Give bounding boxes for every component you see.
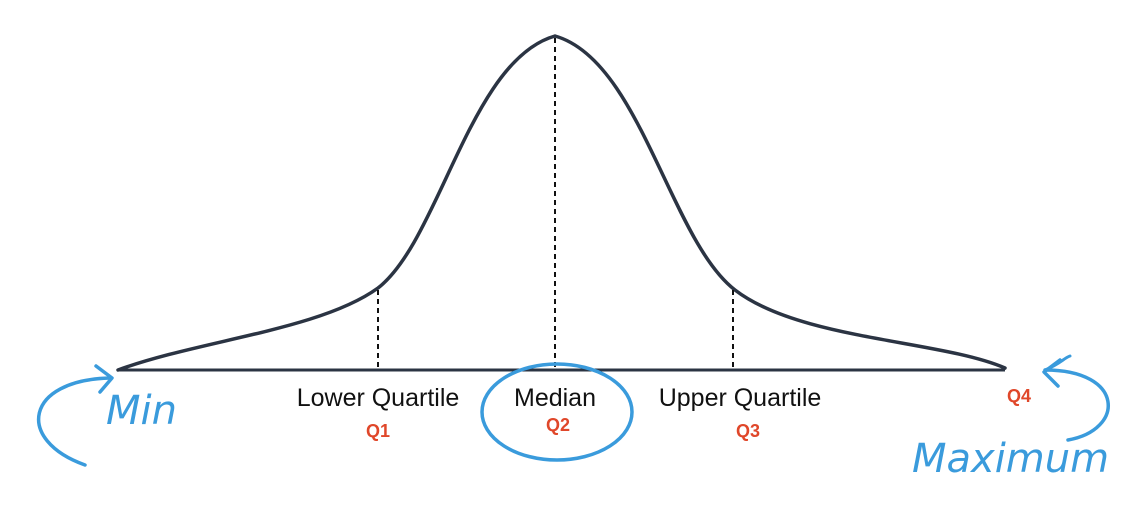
median-label: Median — [514, 384, 596, 412]
q3-label: Q3 — [736, 421, 760, 441]
min-arrow-head-icon — [94, 364, 114, 394]
maximum-arrow-top-stroke — [1043, 354, 1072, 372]
median-highlight-circle — [480, 362, 634, 462]
min-arrow — [37, 376, 112, 467]
maximum-annotation: Maximum — [912, 436, 1109, 482]
min-annotation: Min — [106, 388, 177, 434]
q1-label: Q1 — [366, 421, 390, 441]
q2-label: Q2 — [546, 415, 570, 435]
upper-quartile-label: Upper Quartile — [659, 384, 822, 412]
maximum-arrow — [1043, 368, 1110, 442]
bell-curve — [116, 34, 1007, 372]
q4-label: Q4 — [1007, 386, 1031, 406]
lower-quartile-label: Lower Quartile — [297, 384, 460, 412]
